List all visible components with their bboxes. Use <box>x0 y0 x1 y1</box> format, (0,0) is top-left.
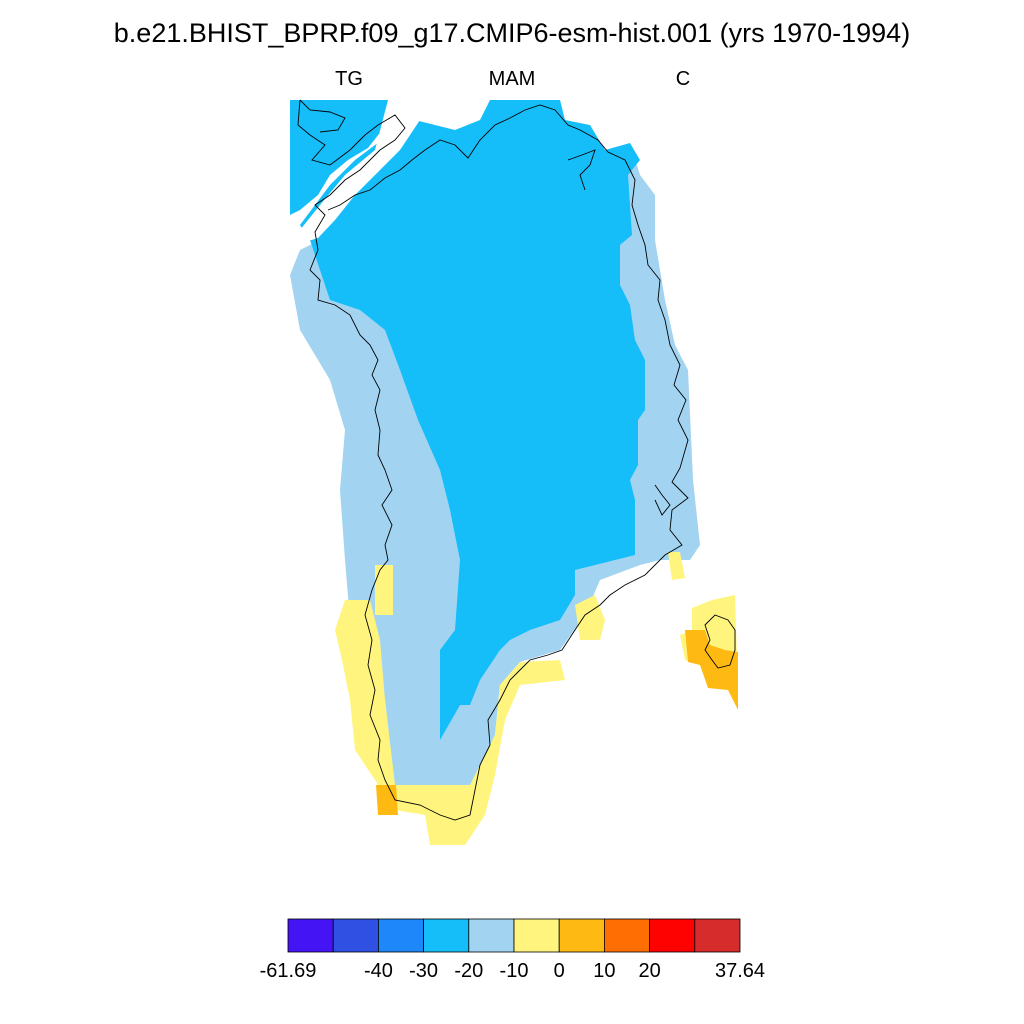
field-shading <box>290 100 738 845</box>
variable-label: TG <box>335 68 363 90</box>
coastline-greenland <box>297 99 689 821</box>
colorbar-tick-label: -61.69 <box>259 960 317 982</box>
colorbar-boxes <box>287 918 741 953</box>
colorbar-tick-label: -40 <box>363 960 393 982</box>
coastline <box>297 99 736 821</box>
colorbar-box <box>558 918 605 953</box>
region-orange-iceland <box>685 630 738 710</box>
colorbar-box <box>604 918 651 953</box>
region-yellow-sw-patch <box>375 565 393 615</box>
region-deep-blue <box>300 100 645 740</box>
colorbar-tick-label: 10 <box>593 960 616 982</box>
coastline-iceland <box>704 614 736 669</box>
colorbar-tick-label: -20 <box>454 960 484 982</box>
colorbar-tick-label: 0 <box>553 960 565 982</box>
season-label: MAM <box>488 68 536 90</box>
colorbar-box <box>468 918 515 953</box>
units-label: C <box>675 68 691 90</box>
colorbar-tick-label: 20 <box>638 960 661 982</box>
colorbar-box <box>287 918 334 953</box>
colorbar-tick-label: -10 <box>499 960 529 982</box>
colorbar-box <box>513 918 560 953</box>
colorbar-tick-label: 37.64 <box>714 960 766 982</box>
region-yellow-south <box>335 600 565 845</box>
plot-title: b.e21.BHIST_BPRP.f09_g17.CMIP6-esm-hist.… <box>113 18 911 48</box>
colorbar-box <box>332 918 379 953</box>
coastline-inlet-east <box>654 484 671 516</box>
coastline-inlet-ne <box>567 149 596 191</box>
colorbar-tick-label: -30 <box>409 960 439 982</box>
region-yellow-east-patch <box>668 552 685 580</box>
white-mask <box>300 100 420 242</box>
colorbar-box <box>649 918 696 953</box>
coastline-inlet-nw <box>299 99 346 133</box>
colorbar-box <box>377 918 424 953</box>
colorbar-box <box>694 918 741 953</box>
colorbar-box <box>423 918 470 953</box>
region-orange-south-tip <box>376 785 398 815</box>
